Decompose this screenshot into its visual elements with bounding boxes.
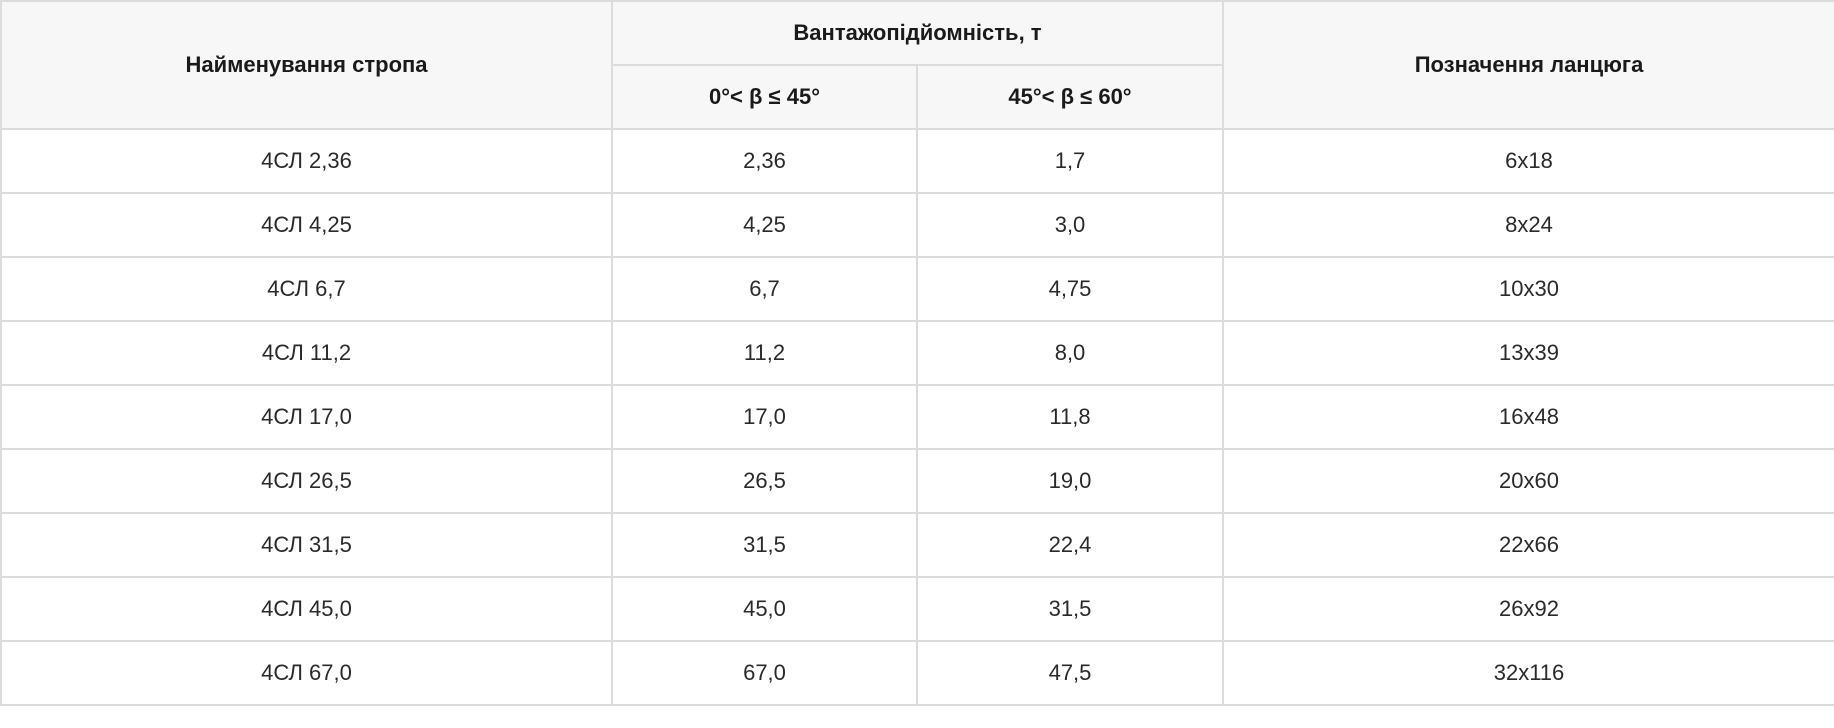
- sling-capacity-table: Найменування стропа Вантажопідйомність, …: [0, 0, 1834, 706]
- cell-chain-designation: 32x116: [1222, 640, 1834, 706]
- table-row: 4СЛ 45,0 45,0 31,5 26x92: [0, 576, 1834, 642]
- cell-chain-designation: 26x92: [1222, 576, 1834, 642]
- header-angle-range-1: 0°< β ≤ 45°: [611, 64, 918, 130]
- cell-capacity-45-60: 19,0: [916, 448, 1224, 514]
- cell-capacity-45-60: 47,5: [916, 640, 1224, 706]
- header-angle-range-2: 45°< β ≤ 60°: [916, 64, 1224, 130]
- cell-sling-name: 4СЛ 6,7: [0, 256, 613, 322]
- table-row: 4СЛ 11,2 11,2 8,0 13x39: [0, 320, 1834, 386]
- cell-chain-designation: 20x60: [1222, 448, 1834, 514]
- cell-chain-designation: 13x39: [1222, 320, 1834, 386]
- cell-sling-name: 4СЛ 31,5: [0, 512, 613, 578]
- cell-chain-designation: 8x24: [1222, 192, 1834, 258]
- cell-chain-designation: 16x48: [1222, 384, 1834, 450]
- cell-capacity-0-45: 45,0: [611, 576, 918, 642]
- cell-capacity-0-45: 31,5: [611, 512, 918, 578]
- cell-capacity-0-45: 17,0: [611, 384, 918, 450]
- header-capacity-group: Вантажопідйомність, т: [611, 0, 1224, 66]
- table-row: 4СЛ 4,25 4,25 3,0 8x24: [0, 192, 1834, 258]
- cell-capacity-45-60: 11,8: [916, 384, 1224, 450]
- cell-capacity-0-45: 4,25: [611, 192, 918, 258]
- cell-sling-name: 4СЛ 26,5: [0, 448, 613, 514]
- cell-capacity-0-45: 11,2: [611, 320, 918, 386]
- table-body: 4СЛ 2,36 2,36 1,7 6x18 4СЛ 4,25 4,25 3,0…: [0, 128, 1834, 706]
- table-row: 4СЛ 26,5 26,5 19,0 20x60: [0, 448, 1834, 514]
- cell-capacity-45-60: 3,0: [916, 192, 1224, 258]
- header-row-top: Найменування стропа Вантажопідйомність, …: [0, 0, 1834, 130]
- header-chain-designation: Позначення ланцюга: [1222, 0, 1834, 130]
- table-header: Найменування стропа Вантажопідйомність, …: [0, 0, 1834, 130]
- cell-sling-name: 4СЛ 17,0: [0, 384, 613, 450]
- cell-capacity-45-60: 1,7: [916, 128, 1224, 194]
- cell-chain-designation: 10x30: [1222, 256, 1834, 322]
- cell-sling-name: 4СЛ 2,36: [0, 128, 613, 194]
- header-row-angles: 0°< β ≤ 45° 45°< β ≤ 60°: [1, 64, 1834, 130]
- cell-capacity-45-60: 31,5: [916, 576, 1224, 642]
- table-row: 4СЛ 2,36 2,36 1,7 6x18: [0, 128, 1834, 194]
- cell-capacity-45-60: 8,0: [916, 320, 1224, 386]
- cell-sling-name: 4СЛ 67,0: [0, 640, 613, 706]
- cell-chain-designation: 6x18: [1222, 128, 1834, 194]
- cell-capacity-45-60: 22,4: [916, 512, 1224, 578]
- cell-sling-name: 4СЛ 4,25: [0, 192, 613, 258]
- cell-capacity-0-45: 6,7: [611, 256, 918, 322]
- cell-sling-name: 4СЛ 45,0: [0, 576, 613, 642]
- cell-capacity-0-45: 67,0: [611, 640, 918, 706]
- table-row: 4СЛ 17,0 17,0 11,8 16x48: [0, 384, 1834, 450]
- header-sling-name: Найменування стропа: [0, 0, 613, 130]
- cell-chain-designation: 22x66: [1222, 512, 1834, 578]
- cell-sling-name: 4СЛ 11,2: [0, 320, 613, 386]
- cell-capacity-0-45: 2,36: [611, 128, 918, 194]
- table-row: 4СЛ 6,7 6,7 4,75 10x30: [0, 256, 1834, 322]
- table-row: 4СЛ 31,5 31,5 22,4 22x66: [0, 512, 1834, 578]
- cell-capacity-45-60: 4,75: [916, 256, 1224, 322]
- table-row: 4СЛ 67,0 67,0 47,5 32x116: [0, 640, 1834, 706]
- cell-capacity-0-45: 26,5: [611, 448, 918, 514]
